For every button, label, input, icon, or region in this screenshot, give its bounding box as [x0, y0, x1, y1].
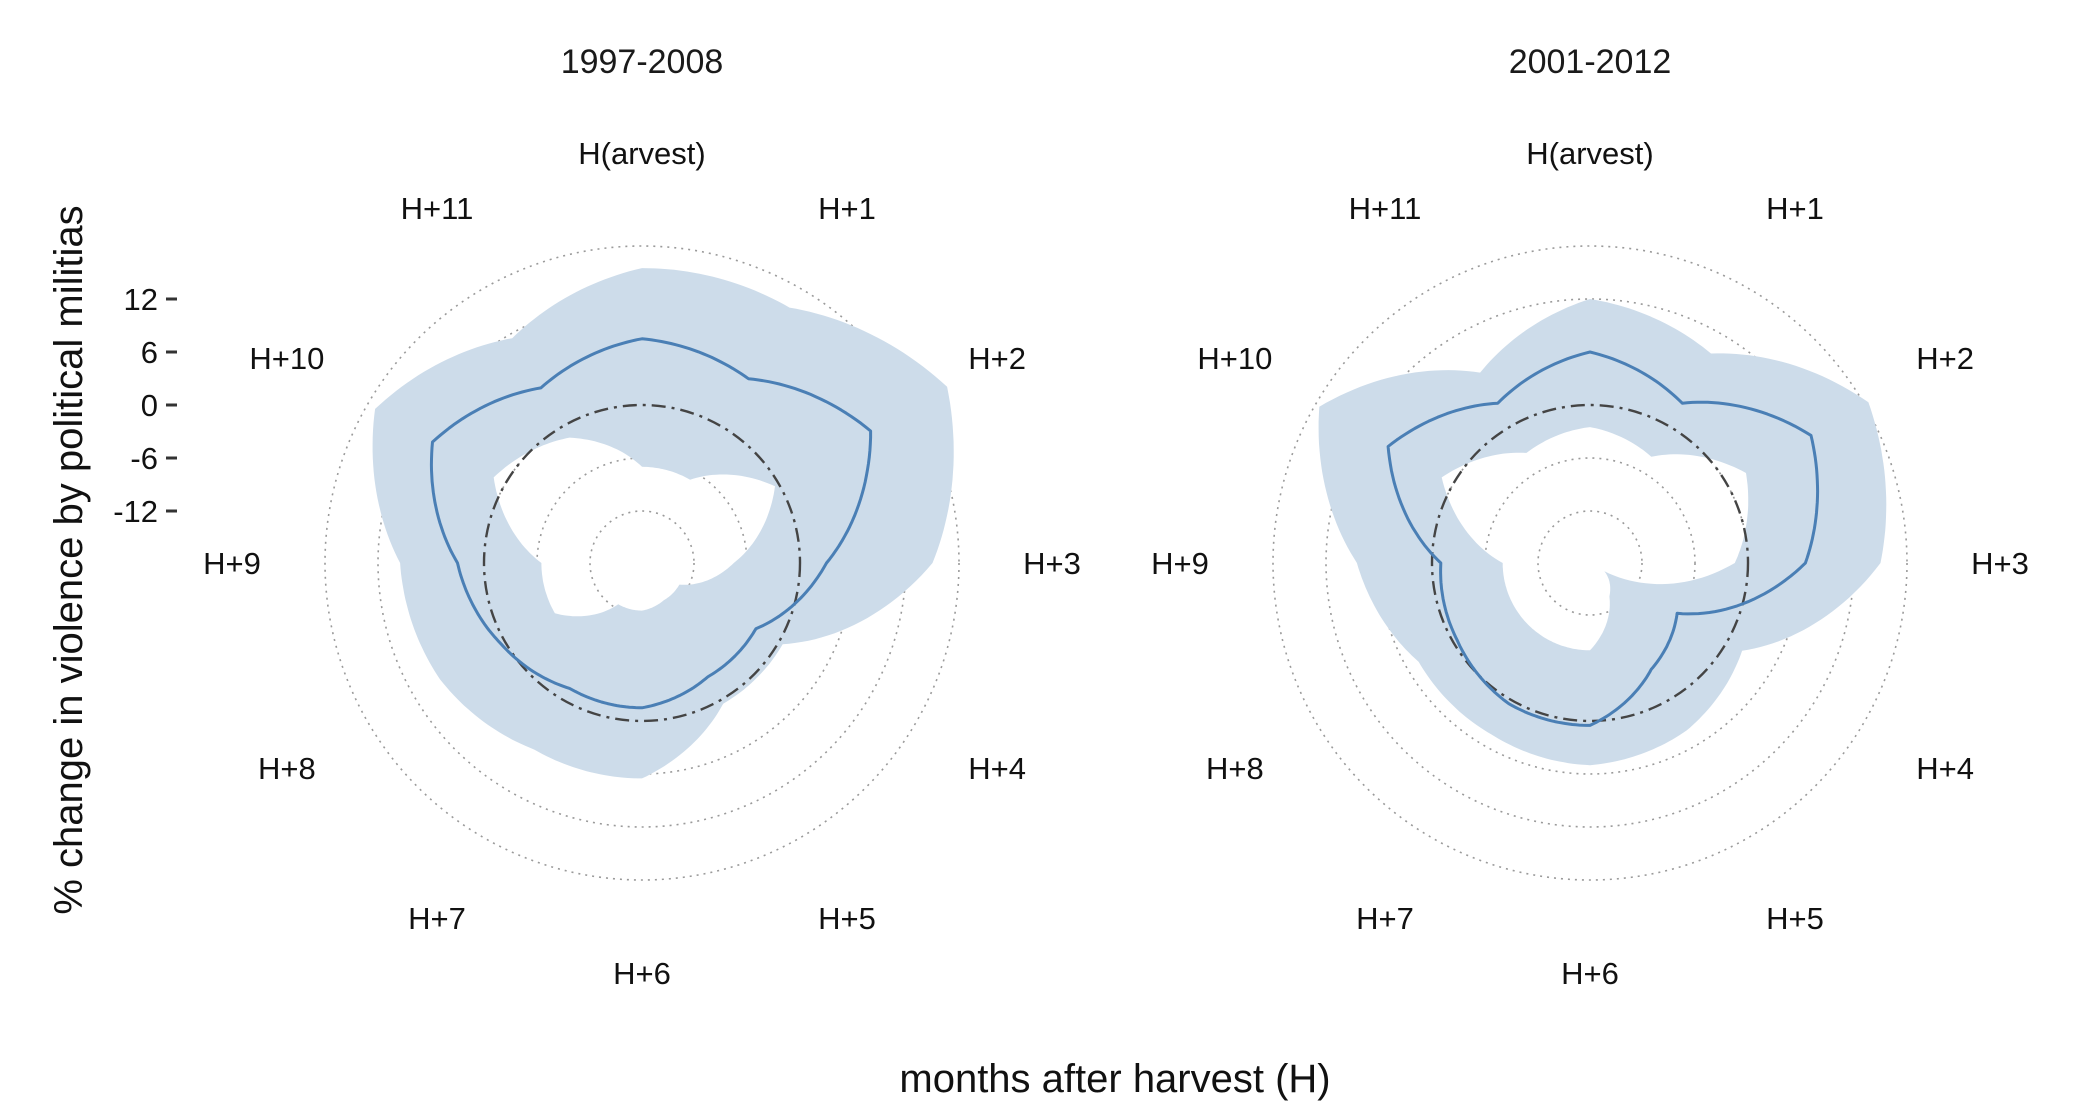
month-label: H+8 — [258, 751, 316, 786]
month-label: H+3 — [1023, 546, 1081, 581]
month-label: H+7 — [1356, 901, 1414, 936]
month-label: H+4 — [968, 751, 1026, 786]
month-label: H+11 — [401, 191, 474, 226]
month-label: H+1 — [1766, 191, 1824, 226]
month-label: H+9 — [203, 546, 261, 581]
y-tick-label: -12 — [113, 494, 158, 529]
month-label: H+3 — [1971, 546, 2029, 581]
month-label: H+6 — [1561, 956, 1619, 991]
y-axis-ticks: 12 6 0 -6 -12 — [113, 282, 177, 529]
y-tick-label: -6 — [130, 441, 158, 476]
radar-panel: 1997-2008 H(arvest) H+1 H+2 H+3 H+4 H+5 H+6 H+7 H… — [203, 43, 1081, 991]
month-label: H+5 — [818, 901, 876, 936]
radar-panel: 2001-2012 H(arvest) H+1 H+2 H+3 H+4 H+5 H+6 H+7 H… — [1151, 43, 2029, 991]
panel-title: 2001-2012 — [1509, 43, 1672, 81]
month-label: H+5 — [1766, 901, 1824, 936]
confidence-band — [1319, 299, 1887, 765]
month-label: H+8 — [1206, 751, 1264, 786]
y-tick-label: 6 — [141, 335, 158, 370]
month-label: H+2 — [968, 341, 1026, 376]
month-label: H(arvest) — [578, 136, 705, 171]
month-label: H+10 — [1197, 341, 1272, 376]
month-label: H+4 — [1916, 751, 1974, 786]
month-label: H(arvest) — [1526, 136, 1653, 171]
radar-panels: 1997-2008 H(arvest) H+1 H+2 H+3 H+4 H+5 H+6 H+7 H… — [203, 43, 2029, 991]
month-label: H+10 — [249, 341, 324, 376]
panel-title: 1997-2008 — [561, 43, 724, 81]
month-label: H+1 — [818, 191, 876, 226]
y-axis-title: % change in violence by political militi… — [47, 205, 91, 914]
month-label: H+11 — [1349, 191, 1422, 226]
month-label: H+9 — [1151, 546, 1209, 581]
month-label: H+7 — [408, 901, 466, 936]
y-tick-label: 12 — [124, 282, 158, 317]
month-label: H+2 — [1916, 341, 1974, 376]
y-tick-label: 0 — [141, 388, 158, 423]
month-label: H+6 — [613, 956, 671, 991]
x-axis-title: months after harvest (H) — [899, 1057, 1330, 1101]
